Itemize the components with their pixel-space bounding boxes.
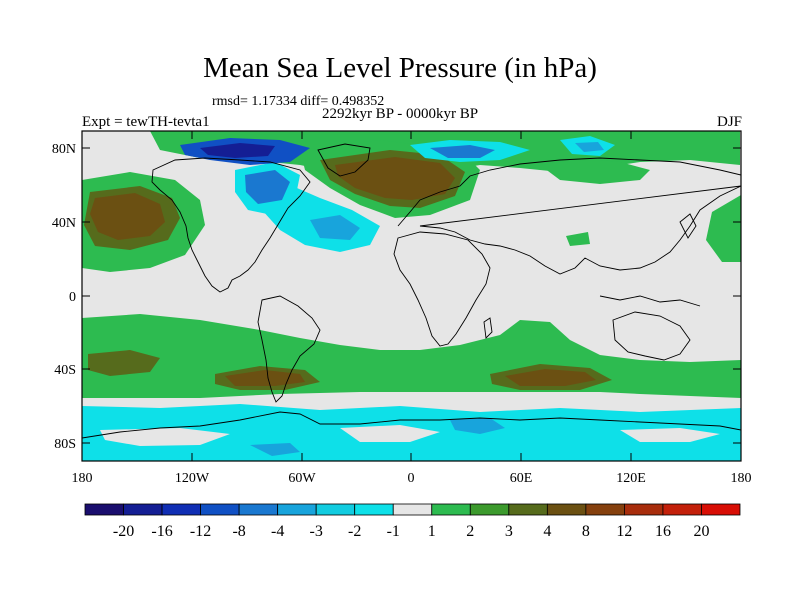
colorbar-swatch <box>200 503 240 516</box>
x-tick-labels: 180 120W 60W 0 60E 120E 180 <box>72 471 752 486</box>
x-tick-label: 180 <box>731 471 752 486</box>
contour-antarctic-blue-2 <box>250 443 300 456</box>
x-axis <box>81 131 742 461</box>
colorbar-swatch <box>315 503 356 516</box>
colorbar-swatch <box>585 503 625 516</box>
contour-atlantic-brown <box>335 157 455 200</box>
colorbar-label: -3 <box>310 523 323 540</box>
x-tick-label: 120E <box>616 471 646 486</box>
contour-antarctic-light-1 <box>100 428 230 446</box>
coast-australia <box>612 311 691 361</box>
coast-antarctica <box>82 411 741 439</box>
colorbar-label: 20 <box>693 523 709 540</box>
coast-eurasia <box>397 157 741 275</box>
colorbar-swatch <box>431 503 471 516</box>
x-tick-label: 120W <box>175 471 210 486</box>
colorbar-swatch <box>624 503 664 516</box>
colorbar-labels: -20 -16 -12 -8 -4 -3 -2 -1 1 2 3 4 8 12 16 20 <box>113 523 710 540</box>
colorbar-swatch <box>662 503 702 516</box>
colorbar-label: 4 <box>543 523 551 540</box>
colorbar-swatch <box>277 503 317 516</box>
season-label: DJF <box>716 114 742 130</box>
x-tick-label: 0 <box>408 471 415 486</box>
coast-indonesia <box>599 295 701 307</box>
experiment-label: Expt = tewTH-tevta1 <box>82 114 210 130</box>
colorbar-swatch <box>508 503 548 516</box>
coast-africa <box>393 231 491 347</box>
colorbar <box>84 503 741 516</box>
colorbar-label: -16 <box>151 523 172 540</box>
contour-antarctic-light-3 <box>620 428 720 442</box>
colorbar-label: -12 <box>190 523 211 540</box>
colorbar-label: -4 <box>271 523 284 540</box>
coast-japan <box>679 213 697 239</box>
colorbar-label: -1 <box>387 523 400 540</box>
y-tick-label: 80S <box>54 437 76 452</box>
contour-north-pacific-brown <box>90 193 165 240</box>
colorbar-label: 8 <box>582 523 590 540</box>
contour-antarctic-light-2 <box>340 425 440 442</box>
contour-arctic-blue-asia <box>575 142 604 152</box>
contour-asia-green-2 <box>566 232 590 246</box>
contour-southern-olive-1 <box>88 350 160 376</box>
colorbar-label: 12 <box>616 523 632 540</box>
contour-east-pacific-green <box>706 195 741 262</box>
contour-canada-blue <box>245 170 290 204</box>
coast-greenland <box>317 143 371 177</box>
y-tick-label: 40S <box>54 363 76 378</box>
colorbar-swatch <box>84 503 124 516</box>
coast-south-america <box>257 295 321 403</box>
colorbar-swatch <box>123 503 163 516</box>
colorbar-label: 1 <box>428 523 436 540</box>
colorbar-swatch <box>161 503 201 516</box>
contour-arctic-blue-east <box>430 145 495 158</box>
stats-line: rmsd= 1.17334 diff= 0.498352 <box>212 94 385 109</box>
coastlines <box>82 143 741 439</box>
colorbar-swatch <box>392 503 433 516</box>
colorbar-label: -20 <box>113 523 134 540</box>
contour-fills <box>82 131 741 461</box>
coast-madagascar <box>483 317 493 339</box>
contour-southern-brown-1 <box>225 370 305 386</box>
colorbar-label: -8 <box>232 523 245 540</box>
x-tick-label: 60E <box>510 471 533 486</box>
contour-arctic-navy <box>200 143 275 158</box>
contour-southern-brown-2 <box>505 369 596 386</box>
contour-asia-green <box>540 158 650 184</box>
chart-subtitle: 2292kyr BP - 0000kyr BP <box>321 106 479 122</box>
colorbar-label: 3 <box>505 523 513 540</box>
colorbar-swatch <box>546 503 587 516</box>
colorbar-label: 2 <box>466 523 474 540</box>
y-tick-labels: 80N 40N 0 40S 80S <box>52 142 76 452</box>
y-tick-label: 0 <box>69 290 76 305</box>
y-axis <box>82 147 741 444</box>
chart-title: Mean Sea Level Pressure (in hPa) <box>203 52 597 84</box>
coast-north-america <box>151 157 311 293</box>
x-tick-label: 180 <box>72 471 93 486</box>
colorbar-label: 16 <box>655 523 671 540</box>
colorbar-label: -2 <box>348 523 361 540</box>
y-tick-label: 40N <box>52 216 76 231</box>
colorbar-swatch <box>469 503 510 516</box>
x-tick-label: 60W <box>288 471 316 486</box>
colorbar-swatch <box>701 503 741 516</box>
colorbar-swatch <box>238 503 279 516</box>
contour-atlantic-blue <box>310 215 360 240</box>
y-tick-label: 80N <box>52 142 76 157</box>
colorbar-swatch <box>354 503 394 516</box>
contour-antarctic-blue-1 <box>450 418 505 434</box>
